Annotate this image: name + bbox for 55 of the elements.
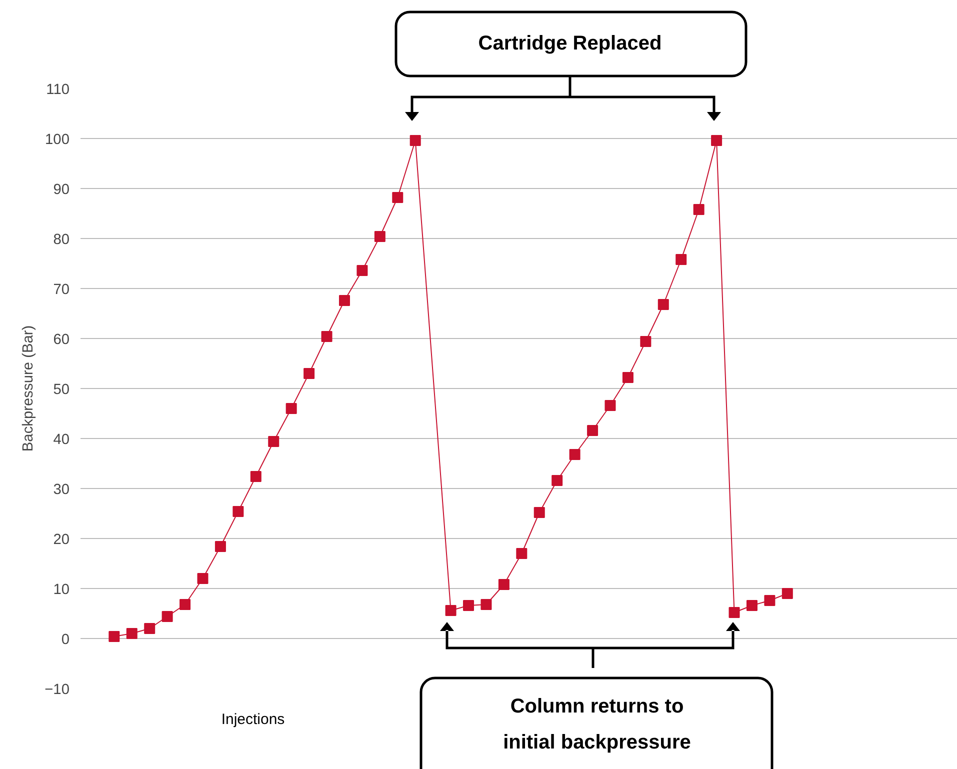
point: [498, 579, 510, 590]
y-tick-label: 90: [53, 182, 70, 198]
point: [214, 541, 226, 552]
point: [782, 588, 793, 599]
point: [197, 573, 208, 584]
point: [658, 299, 669, 310]
y-tick-label: −10: [44, 682, 70, 698]
point: [356, 265, 368, 276]
point: [569, 449, 580, 460]
point: [250, 471, 262, 482]
point: [321, 331, 332, 342]
y-tick-label: 40: [53, 432, 70, 448]
point: [676, 254, 687, 265]
point: [728, 607, 740, 618]
point: [480, 599, 492, 610]
x-axis-title: Injections: [221, 710, 285, 728]
y-tick-label: 100: [45, 132, 70, 148]
y-tick-label: 60: [53, 332, 70, 348]
point: [516, 548, 528, 559]
point: [534, 507, 545, 518]
point: [180, 599, 191, 610]
y-tick-label: 20: [53, 532, 70, 548]
y-tick-label: 80: [53, 232, 70, 248]
y-tick-label: 0: [61, 632, 70, 648]
y-tick-label: 30: [53, 482, 70, 498]
point: [463, 600, 474, 611]
y-tick-label: 70: [53, 282, 70, 298]
y-axis-title: Backpressure (Bar): [20, 325, 37, 452]
point: [604, 400, 616, 411]
point: [711, 135, 722, 146]
point: [693, 204, 704, 215]
point: [338, 295, 350, 306]
point: [108, 631, 120, 642]
point: [746, 600, 758, 611]
point: [268, 436, 280, 447]
point: [764, 595, 776, 606]
point: [445, 605, 456, 616]
text: Cartridge Replaced: [478, 32, 662, 54]
point: [410, 135, 421, 146]
y-tick-label: 50: [53, 382, 70, 398]
point: [622, 372, 634, 383]
y-tick-label: 110: [46, 82, 70, 98]
text: Column returns to initial backpressure: [503, 695, 691, 754]
point: [286, 403, 297, 414]
point: [587, 425, 598, 436]
point: [374, 231, 386, 242]
point: [304, 368, 315, 379]
point: [162, 611, 173, 622]
y-tick-label: 10: [53, 582, 70, 598]
point: [126, 628, 138, 639]
point: [144, 623, 156, 634]
point: [232, 506, 244, 517]
point: [640, 336, 652, 347]
point: [392, 192, 404, 203]
point: [552, 475, 563, 486]
